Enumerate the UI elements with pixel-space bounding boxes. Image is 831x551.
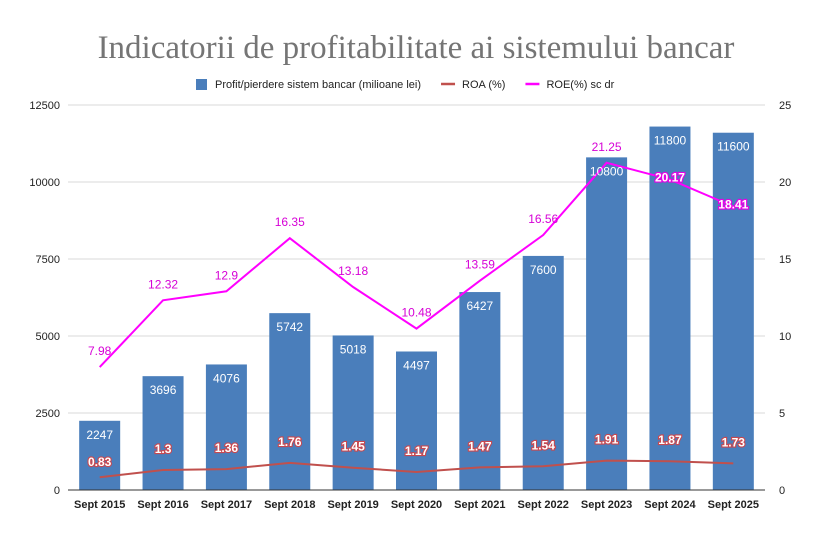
roa-data-label: 1.87 bbox=[658, 433, 682, 447]
roe-data-label: 12.9 bbox=[215, 268, 239, 282]
x-tick-label: Sept 2016 bbox=[137, 499, 188, 511]
legend: Profit/pierdere sistem bancar (milioane … bbox=[196, 79, 615, 91]
chart-title: Indicatorii de profitabilitate ai sistem… bbox=[98, 30, 735, 66]
x-tick-label: Sept 2018 bbox=[264, 499, 315, 511]
bar bbox=[332, 335, 374, 490]
roa-data-label: 1.54 bbox=[532, 438, 556, 452]
x-axis: Sept 2015 Sept 2016 Sept 2017 Sept 2018 Sept… bbox=[68, 489, 765, 511]
roa-data-label: 1.76 bbox=[278, 435, 302, 449]
line-series bbox=[98, 161, 734, 479]
roa-data-label: 0.83 bbox=[88, 455, 112, 469]
left-axis: 0 2500 5000 7500 10000 12500 bbox=[29, 100, 60, 497]
bar-data-label: 5742 bbox=[276, 320, 303, 334]
left-tick-label: 5000 bbox=[36, 331, 60, 343]
roa-data-label: 1.3 bbox=[155, 442, 172, 456]
right-tick-label: 15 bbox=[779, 254, 791, 266]
left-tick-label: 0 bbox=[54, 485, 60, 497]
left-tick-label: 7500 bbox=[36, 254, 60, 266]
roe-data-label: 21.25 bbox=[592, 140, 622, 154]
legend-label: ROA (%) bbox=[462, 79, 505, 91]
left-tick-label: 10000 bbox=[29, 177, 60, 189]
x-tick-label: Sept 2020 bbox=[391, 499, 442, 511]
bar-data-label: 11600 bbox=[717, 140, 750, 154]
x-tick-label: Sept 2023 bbox=[581, 499, 632, 511]
roa-data-label: 1.91 bbox=[595, 433, 619, 447]
bar-data-label: 10800 bbox=[590, 164, 624, 178]
bar-data-label: 2247 bbox=[86, 428, 113, 442]
right-axis: 0 5 10 15 20 25 bbox=[779, 100, 791, 497]
bar-data-label: 4076 bbox=[213, 371, 240, 385]
x-tick-label: Sept 2024 bbox=[644, 499, 696, 511]
bar-data-label: 4497 bbox=[403, 358, 430, 372]
roe-data-label: 10.48 bbox=[401, 306, 431, 320]
right-tick-label: 0 bbox=[779, 485, 785, 497]
roe-data-label: 7.98 bbox=[88, 344, 112, 358]
legend-swatch bbox=[196, 79, 207, 90]
left-tick-label: 2500 bbox=[36, 408, 60, 420]
bar bbox=[459, 292, 501, 490]
roa-data-label: 1.36 bbox=[215, 441, 239, 455]
x-tick-label: Sept 2021 bbox=[454, 499, 505, 511]
legend-label: Profit/pierdere sistem bancar (milioane … bbox=[215, 79, 421, 91]
bar-data-label: 6427 bbox=[467, 299, 494, 313]
bar bbox=[396, 351, 437, 490]
roe-data-label: 16.56 bbox=[528, 212, 558, 226]
roa-data-label: 1.17 bbox=[405, 444, 429, 458]
right-tick-label: 25 bbox=[779, 100, 791, 112]
right-tick-label: 20 bbox=[779, 177, 791, 189]
roa-data-label: 1.73 bbox=[722, 435, 746, 449]
x-tick-label: Sept 2017 bbox=[201, 499, 252, 511]
roa-data-label: 1.47 bbox=[468, 439, 492, 453]
roe-data-label: 18.41 bbox=[718, 197, 748, 211]
roe-data-label: 13.18 bbox=[338, 264, 368, 278]
bar bbox=[522, 255, 564, 490]
x-tick-label: Sept 2019 bbox=[327, 499, 378, 511]
data-labels: 2247 3696 4076 5742 5018 4497 6427 7600 10800 118… bbox=[86, 134, 750, 471]
bar bbox=[712, 132, 754, 490]
bar bbox=[649, 126, 691, 490]
bar bbox=[586, 157, 628, 491]
roe-data-label: 12.32 bbox=[148, 277, 178, 291]
right-tick-label: 10 bbox=[779, 331, 791, 343]
bar-data-label: 5018 bbox=[340, 342, 367, 356]
roa-data-label: 1.45 bbox=[341, 440, 365, 454]
bar-data-label: 7600 bbox=[530, 263, 557, 277]
legend-label: ROE(%) sc dr bbox=[546, 79, 614, 91]
bar-data-label: 11800 bbox=[654, 134, 687, 148]
roe-line bbox=[98, 161, 734, 368]
bar bbox=[79, 420, 121, 490]
roe-data-label: 13.59 bbox=[465, 258, 495, 272]
x-tick-label: Sept 2015 bbox=[74, 499, 125, 511]
left-tick-label: 12500 bbox=[29, 100, 60, 112]
roe-data-label: 20.17 bbox=[655, 170, 685, 184]
x-tick-label: Sept 2025 bbox=[708, 499, 759, 511]
right-tick-label: 5 bbox=[779, 408, 785, 420]
bar bbox=[269, 313, 311, 490]
bar-data-label: 3696 bbox=[150, 383, 177, 397]
x-tick-label: Sept 2022 bbox=[518, 499, 569, 511]
roe-data-label: 16.35 bbox=[275, 215, 305, 229]
roa-line bbox=[99, 459, 734, 479]
